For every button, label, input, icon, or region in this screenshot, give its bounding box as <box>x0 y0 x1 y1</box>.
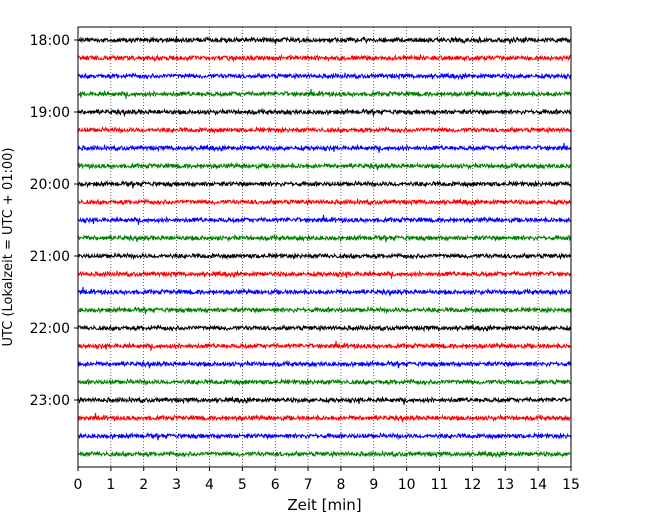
seismogram-trace <box>77 142 572 153</box>
seismogram-trace <box>77 305 572 315</box>
y-axis: 18:00 19:00 20:00 21:00 22:00 23:00 <box>30 33 78 409</box>
seismogram-trace <box>77 53 572 63</box>
seismogram-trace <box>77 179 572 189</box>
seismogram-trace <box>77 251 572 261</box>
y-axis-label: UTC (Lokalzeit = UTC + 01:00) <box>1 148 16 347</box>
seismogram-trace <box>77 107 572 118</box>
seismogram-traces <box>77 35 572 459</box>
seismogram-trace <box>77 377 572 387</box>
seismogram-trace <box>77 88 572 99</box>
y-tick-label: 18:00 <box>30 33 70 49</box>
x-tick-label: 10 <box>398 477 416 493</box>
x-tick-label: 14 <box>529 477 547 493</box>
seismogram-trace <box>77 323 572 333</box>
seismogram-trace <box>77 161 572 172</box>
x-tick-label: 12 <box>463 477 481 493</box>
seismogram-trace <box>77 340 572 351</box>
x-tick-label: 3 <box>172 477 181 493</box>
seismogram-trace <box>77 197 572 207</box>
seismogram-trace <box>77 286 572 298</box>
y-tick-label: 21:00 <box>30 249 70 265</box>
x-axis-label: Zeit [min] <box>287 496 361 514</box>
x-tick-label: 7 <box>304 477 313 493</box>
x-tick-label: 9 <box>369 477 378 493</box>
y-tick-label: 20:00 <box>30 177 70 193</box>
seismogram-trace <box>77 71 572 81</box>
seismogram-trace <box>77 269 572 279</box>
seismogram-trace <box>77 449 572 459</box>
seismogram-trace <box>77 412 572 424</box>
x-tick-label: 11 <box>431 477 449 493</box>
x-tick-label: 1 <box>106 477 115 493</box>
y-tick-label: 22:00 <box>30 321 70 337</box>
x-tick-label: 2 <box>139 477 148 493</box>
seismogram-trace <box>77 395 572 405</box>
vertical-gridlines <box>110 27 539 467</box>
x-tick-label: 5 <box>238 477 247 493</box>
plot-frame <box>77 26 572 468</box>
seismogram-trace <box>77 125 572 135</box>
x-tick-label: 6 <box>271 477 280 493</box>
x-tick-label: 13 <box>496 477 514 493</box>
x-tick-label: 8 <box>336 477 345 493</box>
seismogram-trace <box>77 214 572 225</box>
x-tick-label: 15 <box>562 477 580 493</box>
y-tick-label: 19:00 <box>30 105 70 121</box>
x-axis: 0 1 2 3 4 5 6 7 8 9 10 11 12 13 14 15 <box>74 467 580 493</box>
seismogram-trace <box>77 359 572 370</box>
x-tick-label: 4 <box>205 477 214 493</box>
seismogram-trace <box>77 431 572 441</box>
x-tick-label: 0 <box>74 477 83 493</box>
seismogram-trace <box>77 233 572 244</box>
seismogram-trace <box>77 35 572 45</box>
y-tick-label: 23:00 <box>30 393 70 409</box>
